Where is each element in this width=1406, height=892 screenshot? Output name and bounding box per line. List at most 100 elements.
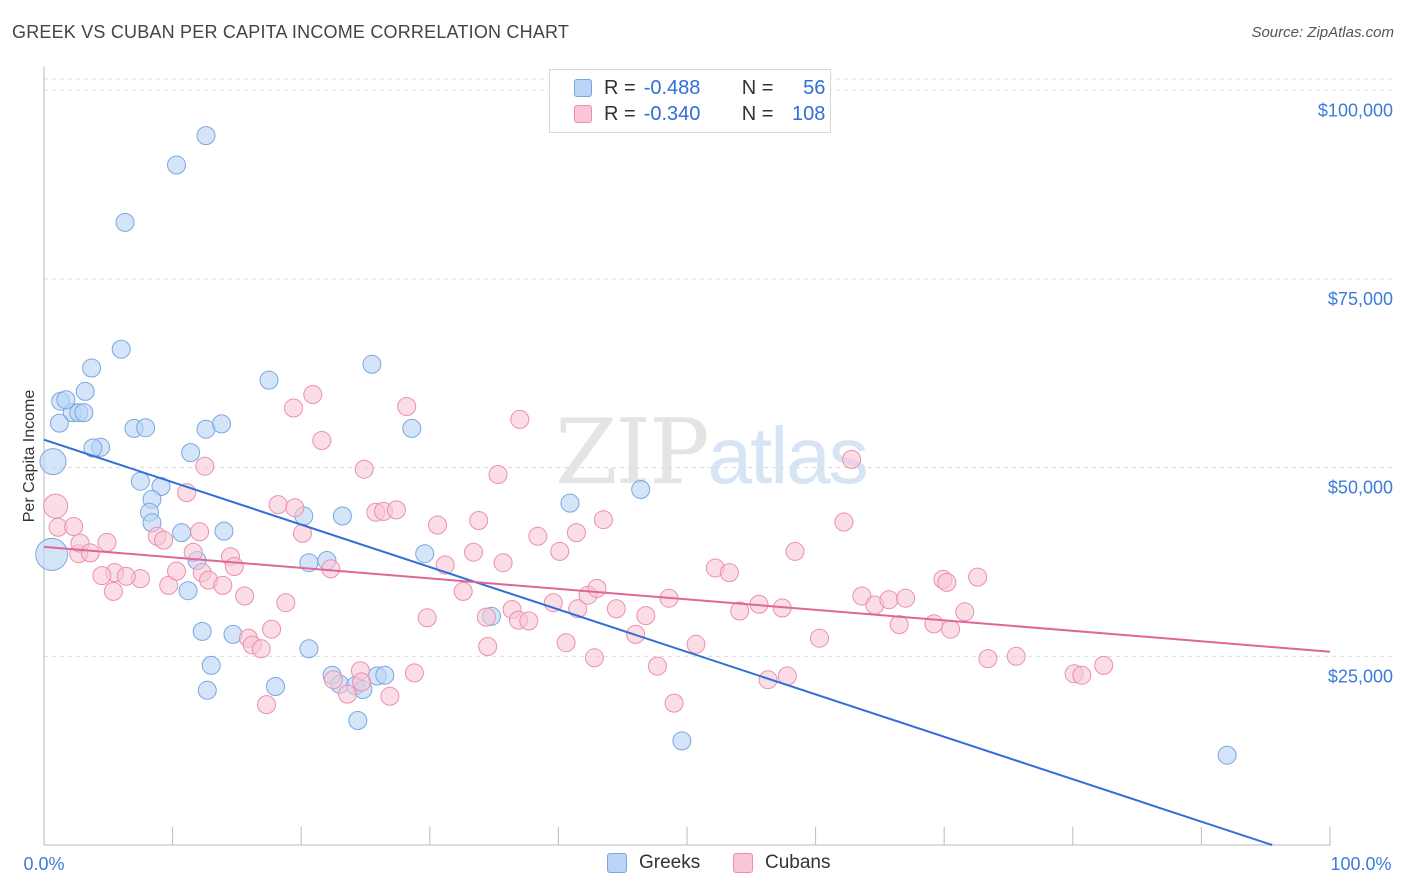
cubans-point: [568, 599, 588, 619]
greeks-point: [375, 665, 395, 685]
cubans-point: [785, 541, 805, 561]
cubans-point: [257, 695, 276, 715]
y-tick-label: $100,000: [1318, 100, 1393, 120]
cubans-point: [584, 648, 604, 668]
cubans-point: [488, 465, 508, 484]
greeks-point: [631, 480, 651, 499]
cubans-point: [510, 409, 530, 429]
cubans-point: [64, 517, 84, 536]
cubans-point: [1094, 655, 1114, 675]
legend-r-value: -0.340: [643, 102, 701, 125]
y-tick-label: $75,000: [1328, 289, 1393, 309]
axis-labels: $100,000 $75,000 $50,000 $25,000 0.0% 100.0% P…: [21, 100, 1393, 874]
cubans-point: [338, 684, 357, 704]
cubans-point: [478, 637, 498, 656]
cubans-point: [154, 530, 174, 550]
data-points: [35, 126, 1237, 765]
legend-swatch-cubans: [574, 105, 592, 123]
greeks-point: [212, 414, 231, 434]
legend-r-value: -0.488: [643, 76, 701, 99]
greeks-point: [1217, 745, 1237, 765]
greeks-point: [332, 506, 352, 526]
cubans-point: [1072, 665, 1092, 685]
cubans-point: [593, 510, 613, 530]
cubans-point: [493, 553, 513, 573]
cubans-point: [469, 511, 489, 530]
greeks-point: [197, 680, 217, 700]
greeks-point: [74, 403, 94, 423]
cubans-point: [195, 456, 215, 476]
greeks-point: [115, 212, 135, 232]
x-tick-label-left: 0.0%: [23, 854, 64, 874]
cubans-point: [1006, 646, 1026, 666]
legend-item-cubans[interactable]: Cubans: [733, 852, 831, 874]
cubans-point: [354, 459, 374, 479]
cubans-point: [285, 498, 305, 518]
greeks-point: [299, 639, 319, 659]
greeks-point: [130, 471, 150, 491]
cubans-point: [116, 566, 136, 586]
cubans-point: [941, 619, 961, 639]
legend-row-greeks: R = -0.488 N = 56: [574, 76, 825, 100]
legend-r-label: R =: [604, 102, 636, 125]
greeks-point: [560, 493, 580, 513]
cubans-point: [556, 633, 576, 653]
x-tick-label-right: 100.0%: [1330, 854, 1391, 874]
cubans-point: [476, 607, 496, 627]
cubans-point: [889, 615, 909, 635]
axes: [43, 67, 1331, 846]
cubans-point: [92, 566, 112, 586]
cubans-point: [879, 590, 899, 610]
cubans-point: [190, 522, 210, 542]
legend-row-cubans: R = -0.340 N = 108: [574, 102, 825, 126]
cubans-point: [251, 639, 271, 659]
cubans-point: [167, 561, 186, 581]
cubans-point: [213, 575, 233, 595]
cubans-point: [758, 670, 778, 690]
cubans-point: [664, 693, 684, 713]
cubans-point: [404, 663, 424, 683]
series-legend: Greeks Cubans: [0, 852, 1406, 876]
chart-source: Source: ZipAtlas.com: [1251, 24, 1394, 41]
cubans-point: [842, 449, 862, 469]
greeks-point: [35, 537, 69, 571]
greeks-point: [181, 443, 201, 463]
greeks-point: [49, 413, 69, 433]
cubans-point: [352, 672, 372, 692]
cubans-point: [268, 495, 288, 515]
cubans-swatch: [733, 853, 753, 873]
cubans-point: [587, 578, 607, 598]
cubans-point: [380, 686, 400, 706]
cubans-point: [647, 656, 667, 676]
legend-item-greeks[interactable]: Greeks: [607, 852, 700, 874]
correlation-legend: R = -0.488 N = 56 R = -0.340 N = 108: [549, 69, 831, 133]
cubans-point: [453, 581, 473, 601]
cubans-point: [276, 593, 296, 613]
legend-n-label: N =: [741, 102, 774, 125]
greeks-point: [39, 448, 67, 476]
greeks-point: [172, 523, 192, 543]
cubans-point: [235, 586, 255, 606]
cubans-point: [566, 523, 586, 543]
greeks-point: [82, 358, 102, 378]
legend-swatch-greeks: [574, 79, 592, 97]
cubans-point: [397, 397, 417, 416]
y-tick-label: $25,000: [1328, 666, 1393, 686]
cubans-point: [852, 586, 872, 606]
cubans-point: [730, 601, 750, 621]
greeks-point: [75, 381, 95, 401]
cubans-point: [428, 515, 447, 535]
greeks-point: [348, 711, 368, 730]
cubans-point: [386, 500, 406, 520]
cubans-point: [262, 619, 282, 639]
cubans-point: [810, 628, 829, 648]
cubans-point: [968, 567, 988, 587]
legend-n-label: N =: [741, 76, 774, 99]
cubans-point: [183, 542, 203, 562]
greeks-trend-line: [43, 438, 1273, 846]
cubans-point: [80, 543, 100, 563]
cubans-label: Cubans: [765, 852, 831, 873]
greeks-point: [201, 655, 221, 675]
greeks-point: [402, 418, 422, 438]
